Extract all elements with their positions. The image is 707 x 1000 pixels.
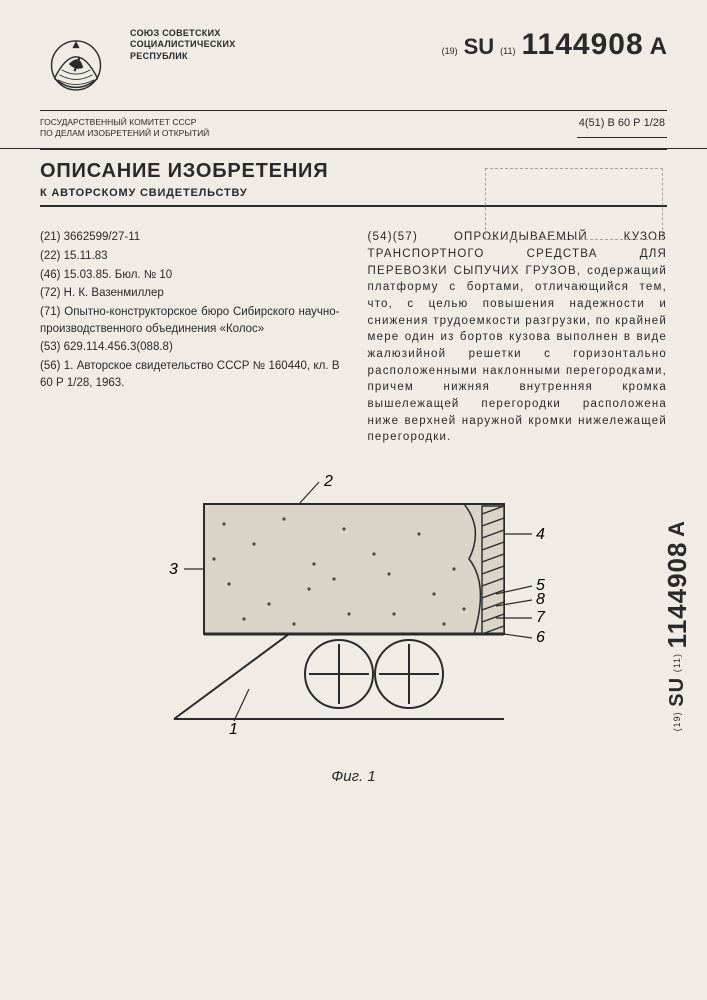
class-prefix: 4(51)	[579, 117, 605, 129]
claim-title: (54)(57) ОПРОКИДЫВАЕМЫЙ КУЗОВ ТРАНСПОРТН…	[368, 229, 668, 446]
fig-label-4: 4	[536, 526, 545, 543]
biblio-71: (71) Опытно-конструкторское бюро Сибирск…	[40, 304, 340, 337]
country-code: SU	[464, 34, 495, 60]
side-document-code: (19) SU (11) 1144908 A	[662, 520, 693, 731]
biblio-21: (21) 3662599/27-11	[40, 229, 340, 246]
fig-label-1: 1	[229, 721, 238, 738]
figure-caption: Фиг. 1	[40, 768, 667, 785]
document-code: (19) SU (11) 1144908 A	[442, 28, 667, 62]
number-prefix-label: (11)	[500, 46, 515, 56]
class-value: В 60 Р 1/28	[608, 117, 666, 129]
committee-name: ГОСУДАРСТВЕННЫЙ КОМИТЕТ СССР ПО ДЕЛАМ ИЗ…	[40, 117, 280, 138]
classification-code: 4(51) В 60 Р 1/28	[577, 117, 667, 138]
left-column: (21) 3662599/27-11 (22) 15.11.83 (46) 15…	[40, 229, 340, 448]
biblio-22: (22) 15.11.83	[40, 248, 340, 265]
claim-body-text: содержащий платформу с бортами, отличающ…	[368, 265, 668, 444]
fig-label-7: 7	[536, 609, 546, 626]
figure-1: 2 3 4 5 8 7 6 1	[40, 474, 667, 764]
right-column: (54)(57) ОПРОКИДЫВАЕМЫЙ КУЗОВ ТРАНСПОРТН…	[368, 229, 668, 448]
fig-label-3: 3	[169, 561, 178, 578]
fig-label-6: 6	[536, 629, 545, 646]
fig-label-2: 2	[323, 474, 333, 490]
issuer-name: СОЮЗ СОВЕТСКИХ СОЦИАЛИСТИЧЕСКИХ РЕСПУБЛИ…	[130, 28, 280, 62]
state-emblem	[40, 28, 112, 100]
biblio-72: (72) Н. К. Вазенмиллер	[40, 285, 340, 302]
document-number: 1144908	[522, 28, 644, 62]
stamp-placeholder	[485, 168, 663, 240]
biblio-56: (56) 1. Авторское свидетельство СССР № 1…	[40, 358, 340, 391]
country-prefix-label: (19)	[442, 46, 458, 56]
document-suffix: A	[650, 33, 667, 61]
biblio-53: (53) 629.114.456.3(088.8)	[40, 339, 340, 356]
biblio-46: (46) 15.03.85. Бюл. № 10	[40, 267, 340, 284]
fig-label-8: 8	[536, 591, 545, 608]
